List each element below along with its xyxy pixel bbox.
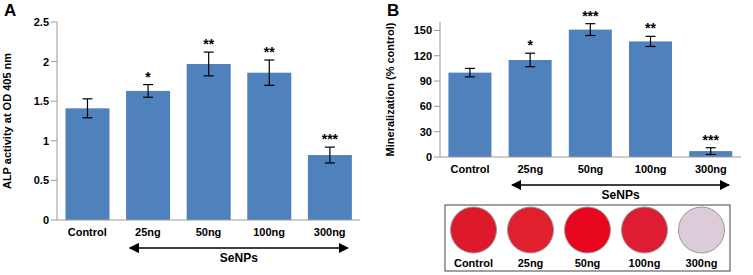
svg-text:100ng: 100ng (253, 226, 285, 238)
svg-text:25ng: 25ng (135, 226, 161, 238)
svg-text:150: 150 (414, 24, 432, 36)
svg-text:2: 2 (43, 56, 49, 68)
svg-text:**: ** (203, 36, 214, 52)
svg-text:2.5: 2.5 (34, 16, 49, 28)
svg-text:50ng: 50ng (575, 257, 601, 269)
svg-text:30: 30 (420, 126, 432, 138)
svg-text:SeNPs: SeNPs (602, 188, 640, 202)
svg-text:A: A (4, 1, 16, 20)
svg-text:1.5: 1.5 (34, 95, 49, 107)
svg-text:*: * (145, 69, 151, 85)
svg-text:120: 120 (414, 50, 432, 62)
svg-text:100ng: 100ng (629, 257, 661, 269)
svg-text:B: B (387, 1, 399, 20)
svg-text:**: ** (645, 20, 656, 36)
svg-text:90: 90 (420, 75, 432, 87)
svg-text:**: ** (264, 44, 275, 60)
svg-text:300ng: 300ng (695, 163, 727, 175)
svg-text:SeNPs: SeNPs (220, 251, 258, 265)
svg-text:300ng: 300ng (686, 257, 718, 269)
svg-text:***: *** (582, 8, 599, 24)
svg-text:25ng: 25ng (517, 163, 543, 175)
svg-text:300ng: 300ng (314, 226, 346, 238)
svg-text:***: *** (322, 131, 339, 147)
svg-text:Mineralization (% control): Mineralization (% control) (384, 22, 396, 156)
svg-text:50ng: 50ng (578, 163, 604, 175)
svg-text:Control: Control (454, 257, 493, 269)
svg-text:1: 1 (43, 135, 49, 147)
svg-text:ALP activity at OD 405 nm: ALP activity at OD 405 nm (1, 53, 13, 189)
svg-text:Control: Control (451, 163, 490, 175)
svg-text:Control: Control (68, 226, 107, 238)
svg-text:***: *** (703, 132, 720, 148)
svg-text:0: 0 (426, 151, 432, 163)
svg-text:*: * (527, 37, 533, 53)
svg-text:0: 0 (43, 214, 49, 226)
svg-text:50ng: 50ng (196, 226, 222, 238)
svg-text:25ng: 25ng (518, 257, 544, 269)
svg-text:0.5: 0.5 (34, 174, 49, 186)
svg-text:60: 60 (420, 100, 432, 112)
svg-text:100ng: 100ng (635, 163, 667, 175)
